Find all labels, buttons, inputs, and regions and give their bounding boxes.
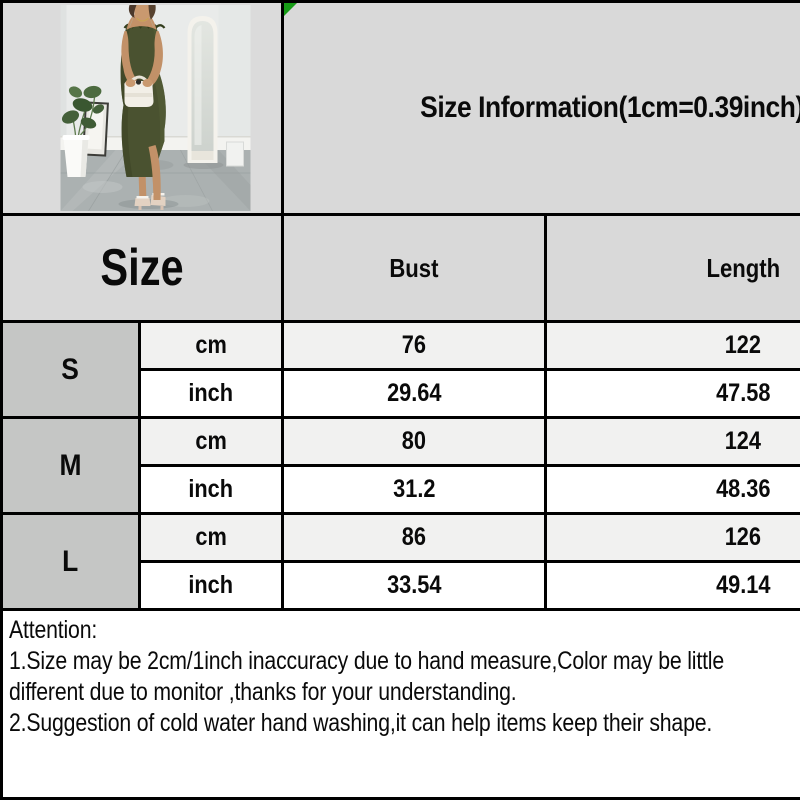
attention-line-1: 1.Size may be 2cm/1inch inaccuracy due t…: [9, 647, 725, 675]
unit-label-l-inch: inch: [141, 563, 281, 608]
bust-value-l-inch: 33.54: [284, 563, 544, 608]
row-label-s: S: [3, 323, 138, 416]
hair: [128, 5, 137, 18]
bust-value-m-cm: 80: [284, 419, 544, 464]
cell-corner-marker: [284, 3, 297, 16]
unit-label-s-inch: inch: [141, 371, 281, 416]
attention-note: Attention: 1.Size may be 2cm/1inch inacc…: [3, 611, 800, 797]
model-figure: [118, 5, 179, 210]
bust-value-s-cm: 76: [284, 323, 544, 368]
column-header-size: Size: [3, 216, 281, 320]
column-header-length: Length: [547, 216, 800, 320]
length-value-s-inch: 47.58: [547, 371, 800, 416]
size-info-title: Size Information(1cm=0.39inch): [419, 91, 800, 124]
unit-label-m-inch: inch: [141, 467, 281, 512]
attention-line-2: different due to monitor ,thanks for you…: [9, 678, 517, 706]
length-value-s-cm: 122: [547, 323, 800, 368]
necklace: [136, 17, 149, 22]
unit-label-s-cm: cm: [141, 323, 281, 368]
product-photo-illustration: [60, 5, 251, 211]
product-photo-cell: [3, 3, 281, 213]
bust-value-l-cm: 86: [284, 515, 544, 560]
unit-label-l-cm: cm: [141, 515, 281, 560]
attention-heading: Attention:: [9, 616, 98, 644]
wall-vent: [226, 141, 244, 167]
length-value-m-inch: 48.36: [547, 467, 800, 512]
length-value-l-cm: 126: [547, 515, 800, 560]
attention-line-3: 2.Suggestion of cold water hand washing,…: [9, 709, 713, 737]
column-header-bust: Bust: [284, 216, 544, 320]
unit-label-m-cm: cm: [141, 419, 281, 464]
arch-mirror: [183, 16, 224, 169]
potted-plant: [61, 85, 105, 177]
length-value-l-inch: 49.14: [547, 563, 800, 608]
handbag: [124, 75, 154, 107]
length-value-m-cm: 124: [547, 419, 800, 464]
picture-frame: [82, 101, 109, 157]
bust-value-m-inch: 31.2: [284, 467, 544, 512]
bust-value-s-inch: 29.64: [284, 371, 544, 416]
row-label-m: M: [3, 419, 138, 512]
size-info-header: Size Information(1cm=0.39inch): [284, 3, 800, 213]
row-label-l: L: [3, 515, 138, 608]
attention-text-block: Attention: 1.Size may be 2cm/1inch inacc…: [9, 615, 800, 739]
